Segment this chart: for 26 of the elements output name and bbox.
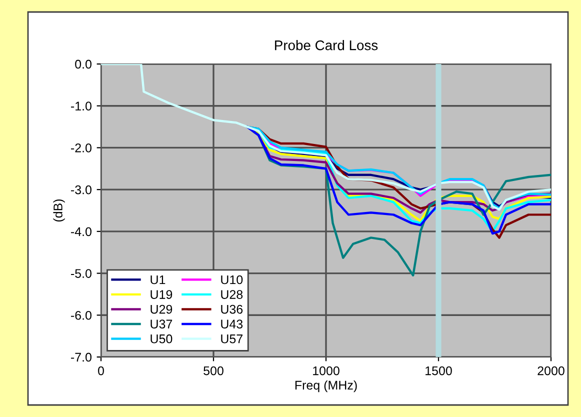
legend-label: U57 (221, 334, 242, 344)
y-axis-title: (dB) (53, 199, 65, 222)
legend-label: U10 (221, 275, 243, 284)
legend-label: U43 (221, 320, 243, 328)
x-tick-label: 500 (204, 366, 224, 376)
y-tick-label: -5.0 (70, 269, 92, 278)
x-tick-label: 1500 (426, 366, 452, 376)
y-tick-label: -3.0 (70, 185, 92, 194)
legend-label: U19 (150, 290, 172, 299)
y-tick-label: -2.0 (70, 144, 92, 152)
x-tick-label: 0 (98, 366, 104, 376)
y-tick-label: -1.0 (70, 102, 92, 111)
x-tick-label: 2000 (538, 366, 564, 376)
legend-label: U29 (150, 304, 172, 314)
x-tick-label: 1000 (313, 366, 340, 376)
chart-title: Probe Card Loss (275, 40, 378, 50)
y-tick-label: -4.0 (70, 227, 92, 236)
y-tick-label: 0.0 (75, 60, 92, 69)
legend-label: U36 (221, 304, 243, 314)
y-tick-label: -6.0 (70, 310, 92, 320)
legend-label: U37 (150, 320, 172, 328)
legend-label: U1 (150, 275, 166, 284)
legend-label: U50 (150, 334, 172, 344)
legend-label: U28 (221, 290, 243, 299)
x-axis-title: Freq (MHz) (295, 380, 357, 392)
y-tick-label: -7.0 (70, 352, 92, 362)
